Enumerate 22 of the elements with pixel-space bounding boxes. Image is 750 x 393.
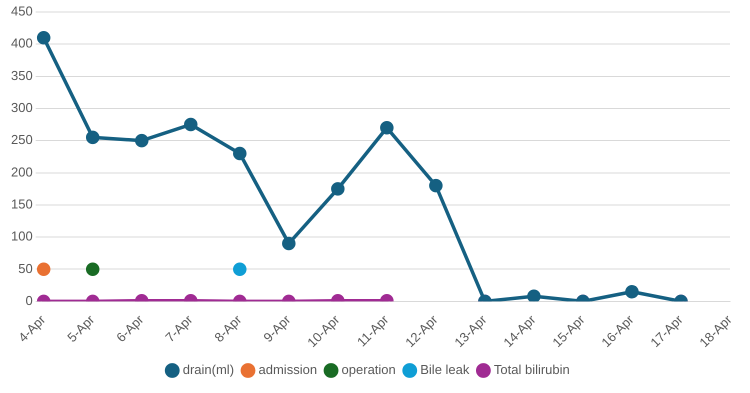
y-tick-label: 250 [10,132,33,148]
point [233,146,247,160]
y-tick-label: 50 [18,260,33,276]
legend-label: operation [342,362,396,378]
legend-label: admission [258,362,318,378]
y-tick-label: 400 [10,36,33,51]
legend-label: drain(ml) [182,362,234,378]
y-tick-label: 450 [10,4,33,19]
legend-label: Bile leak [420,362,470,378]
point [380,121,394,134]
y-tick-label: 150 [10,196,33,212]
y-tick-label: 300 [10,100,33,116]
point [331,182,345,196]
point [429,178,443,192]
point [86,130,100,144]
legend-label: Total bilirubin [494,362,570,378]
y-tick-label: 0 [25,292,33,308]
point [184,118,198,132]
point [134,134,148,148]
y-tick-label: 200 [10,164,33,180]
y-tick-label: 350 [10,68,33,83]
y-tick-label: 100 [10,228,33,244]
